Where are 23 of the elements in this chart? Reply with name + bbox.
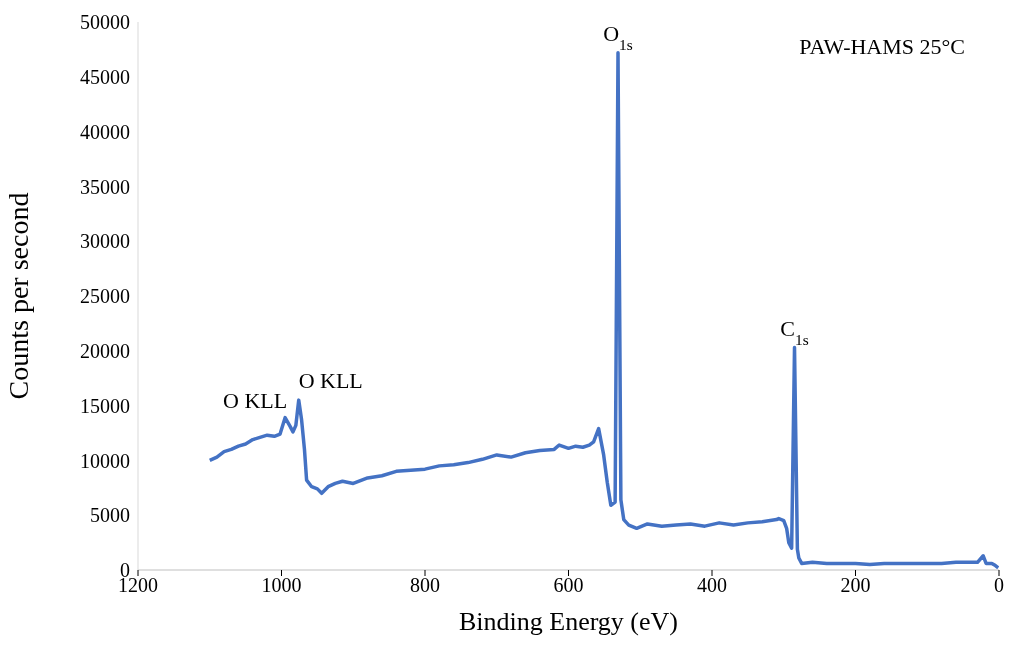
y-tick-label: 35000 [80,175,130,198]
x-tick-label: 200 [840,574,871,597]
y-tick-label: 15000 [80,394,130,417]
y-tick-label: 10000 [80,449,130,472]
y-tick-label: 25000 [80,285,130,308]
annotation: O$_{1s}$ [603,20,633,53]
annotation: O KLL [223,387,288,413]
x-tick-label: 400 [697,574,727,597]
x-tick-label: 800 [410,574,440,597]
x-tick-label: 0 [994,574,1004,597]
y-tick-label: 30000 [80,230,130,253]
y-axis-title: Counts per second [2,192,34,400]
y-tick-label: 20000 [80,339,130,362]
x-tick-label: 1000 [261,574,302,597]
y-tick-label: 40000 [80,120,130,143]
y-tick-label: 5000 [90,504,130,527]
y-tick-label: 50000 [80,11,130,34]
y-tick-label: 45000 [80,65,130,88]
annotation: PAW-HAMS 25°C [799,34,965,60]
annotation: O KLL [298,368,363,394]
x-tick-label: 600 [553,574,584,597]
x-axis-title: Binding Energy (eV) [458,607,679,636]
annotation: C$_{1s}$ [780,315,809,348]
